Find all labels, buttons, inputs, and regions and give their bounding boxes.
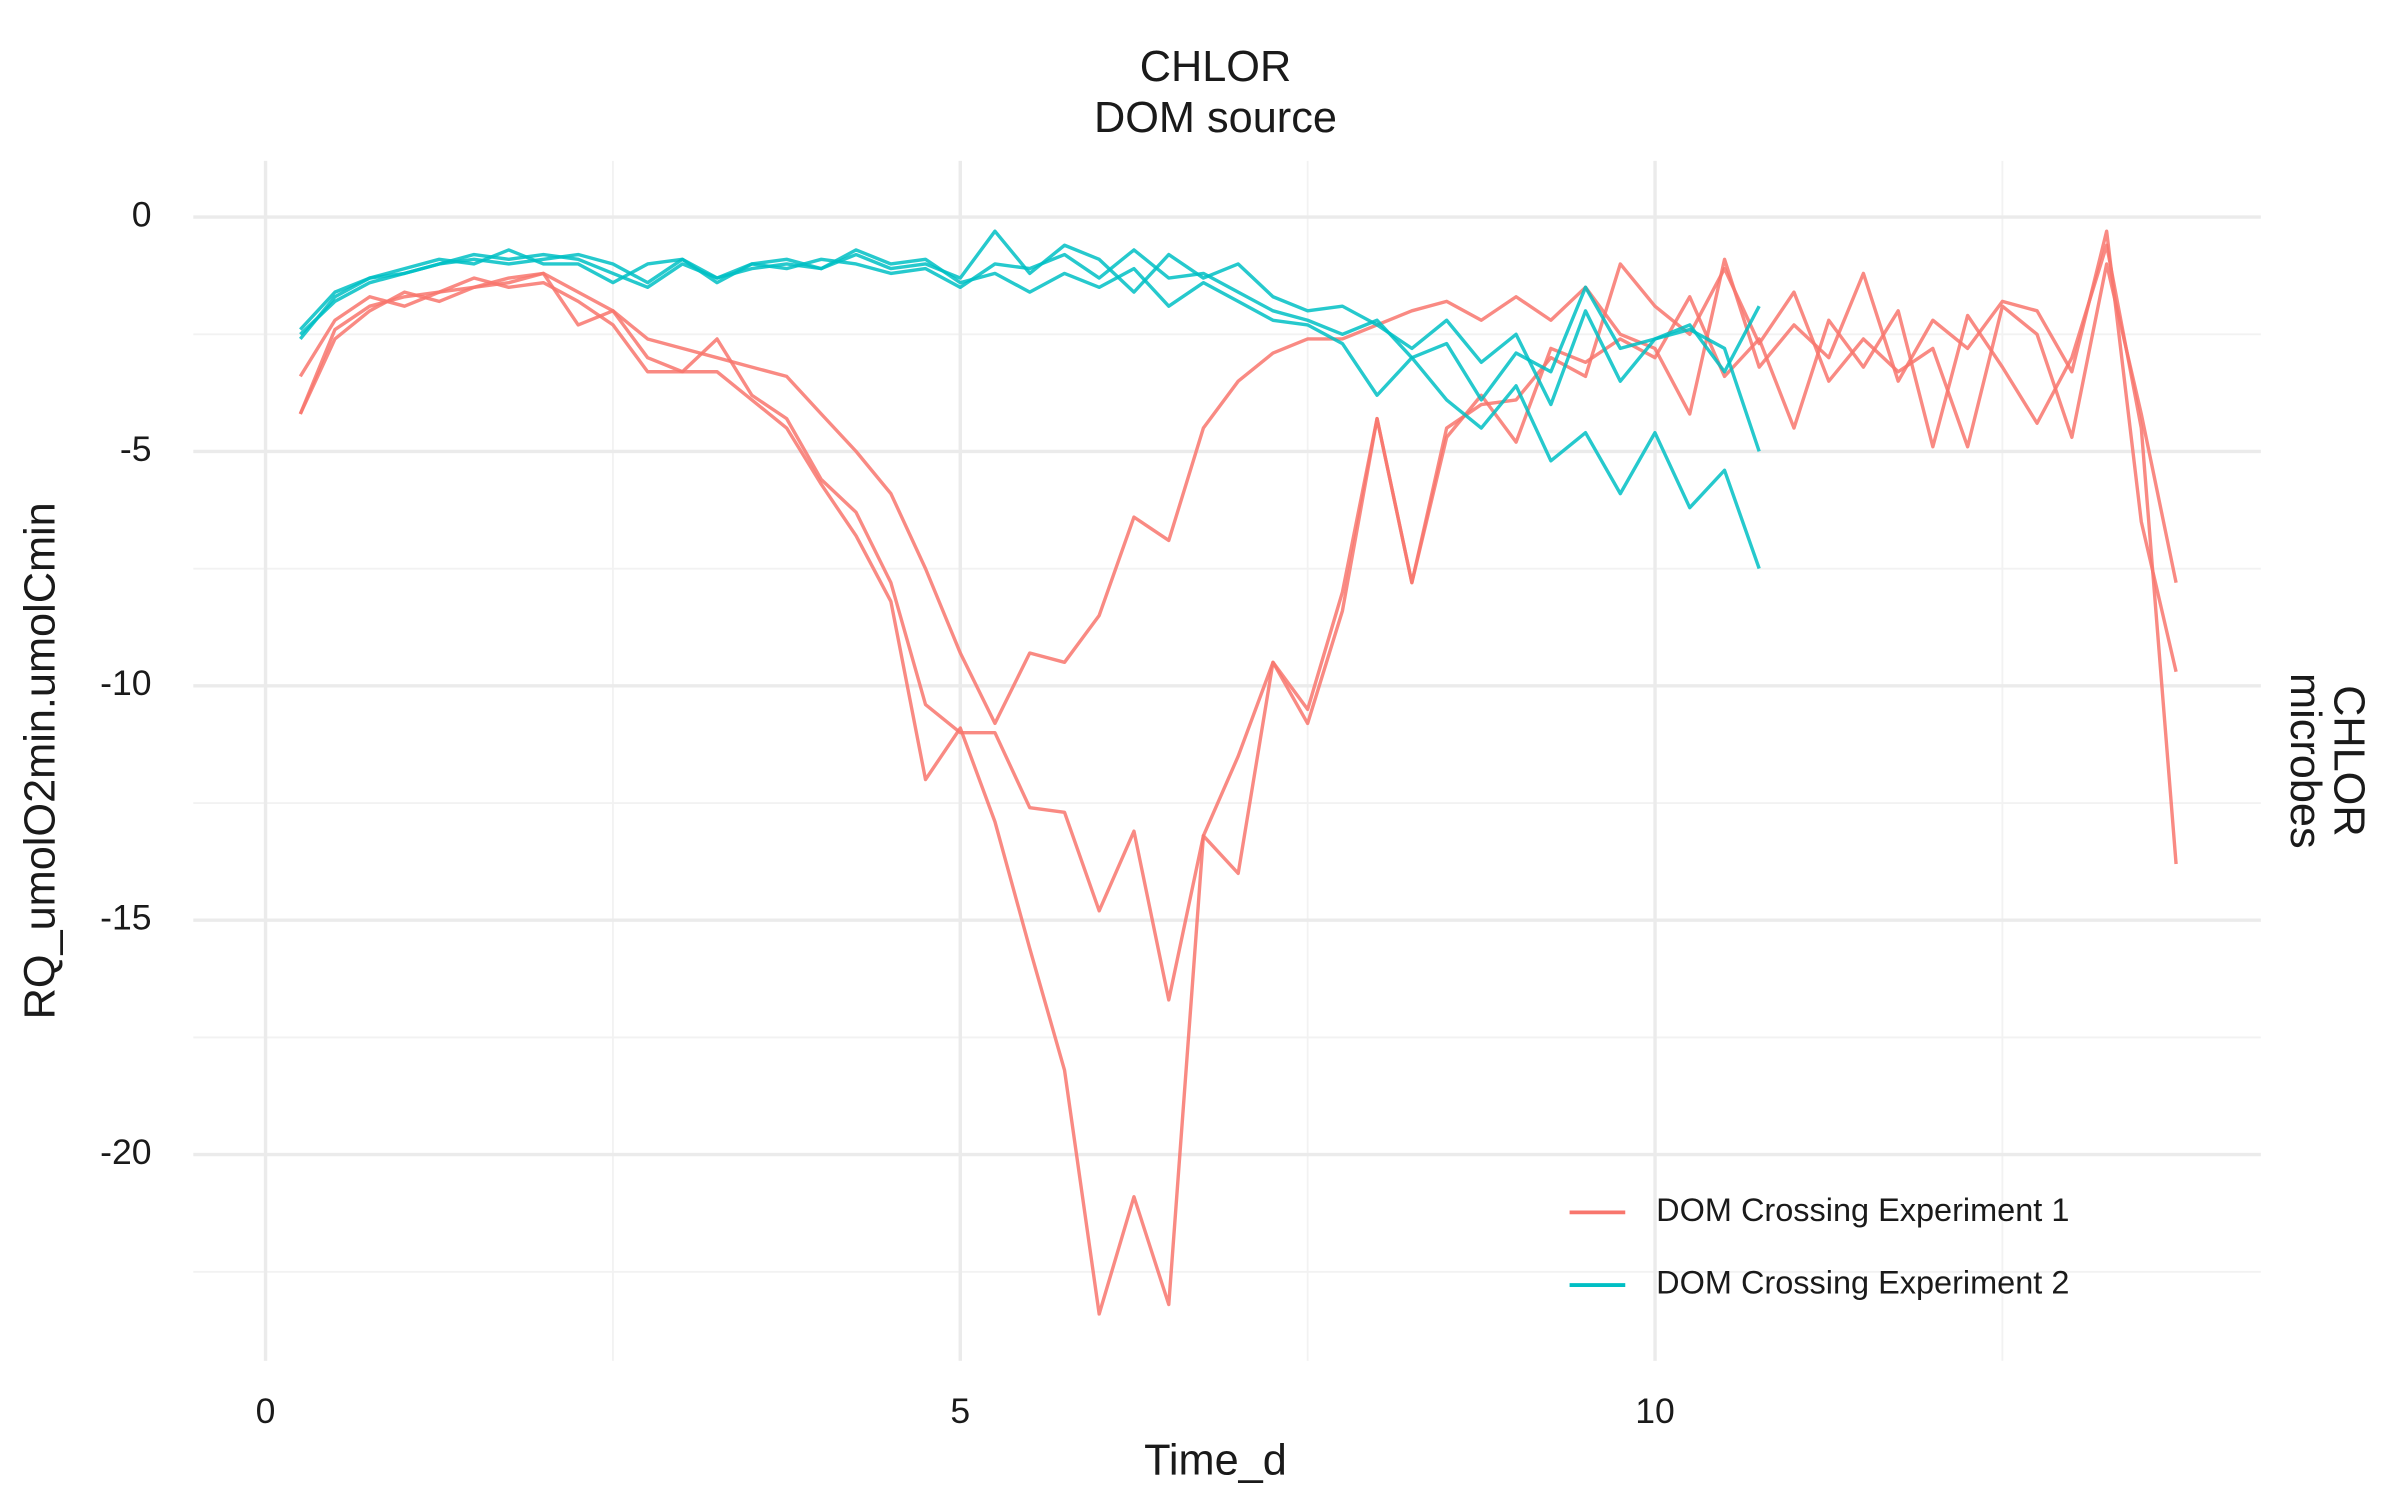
- x-tick-label: 10: [1635, 1391, 1675, 1431]
- y-tick-label: -5: [120, 429, 152, 469]
- data-line: [298, 243, 2178, 1316]
- data-line: [298, 262, 2178, 1002]
- y-tick-label: 0: [132, 194, 152, 234]
- strip-right-line: microbes: [2281, 673, 2329, 849]
- data-line: [299, 248, 1761, 570]
- x-tick-label: 5: [950, 1391, 970, 1431]
- x-tick-label: 0: [256, 1391, 276, 1431]
- x-axis-title: Time_d: [1144, 1436, 1287, 1484]
- legend-label: DOM Crossing Experiment 2: [1656, 1265, 2069, 1301]
- data-line: [298, 248, 1761, 452]
- plot-lines: [298, 229, 2178, 1316]
- y-tick-label: -20: [100, 1132, 151, 1172]
- strip-right-line: CHLOR: [2324, 685, 2372, 837]
- data-line: [299, 229, 1761, 407]
- y-axis-title: RQ_umolO2min.umolCmin: [17, 502, 65, 1019]
- legend: DOM Crossing Experiment 1 DOM Crossing Ex…: [1569, 1192, 2069, 1301]
- y-tick-label: -15: [100, 898, 151, 938]
- grid: 0 5 10 -20 -15 -10 -5 0: [100, 160, 2261, 1431]
- legend-label: DOM Crossing Experiment 1: [1656, 1192, 2069, 1228]
- strip-top-line: CHLOR: [1140, 43, 1292, 91]
- y-tick-label: -10: [100, 663, 151, 703]
- strip-top-line: DOM source: [1094, 94, 1337, 142]
